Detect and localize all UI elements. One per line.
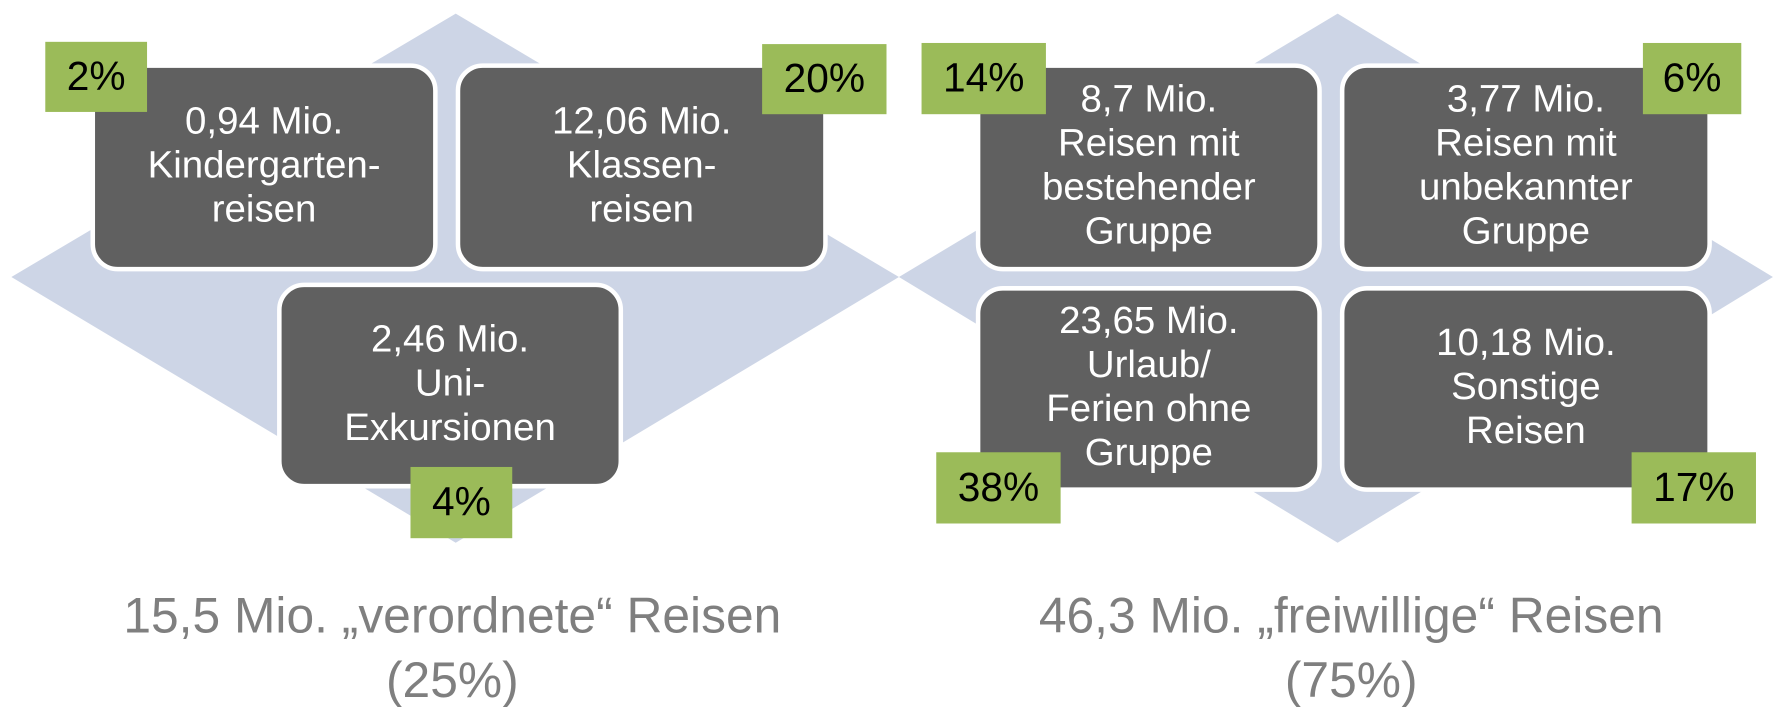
percent-badge bbox=[921, 42, 1046, 115]
box-label: Klassen- bbox=[567, 143, 717, 186]
group-box bbox=[975, 63, 1322, 272]
box-label: Uni- bbox=[415, 362, 485, 405]
box-label: bestehender bbox=[1042, 166, 1256, 209]
group-caption: 15,5 Mio. „verordnete“ Reisen bbox=[123, 588, 781, 644]
group-caption: (25%) bbox=[386, 652, 519, 707]
group-box bbox=[975, 286, 1322, 492]
group-caption: 46,3 Mio. „freiwillige“ Reisen bbox=[1039, 588, 1664, 644]
box-label: Reisen mit bbox=[1058, 121, 1240, 164]
box-label: Sonstige bbox=[1451, 365, 1601, 408]
percent-badge bbox=[45, 41, 148, 112]
percent-badge bbox=[410, 466, 513, 539]
box-label: 23,65 Mio. bbox=[1059, 299, 1238, 342]
box-label: 3,77 Mio. bbox=[1447, 77, 1605, 120]
box-label: Gruppe bbox=[1462, 210, 1590, 253]
box-label: Urlaub/ bbox=[1087, 343, 1211, 386]
percent-badge bbox=[762, 44, 887, 115]
box-label: 10,18 Mio. bbox=[1436, 321, 1615, 364]
percent-badge bbox=[1642, 42, 1742, 115]
group-box bbox=[455, 63, 828, 272]
box-label: 0,94 Mio. bbox=[185, 99, 343, 142]
group-box bbox=[1339, 286, 1712, 492]
percent-badge bbox=[1631, 452, 1756, 524]
box-label: unbekannter bbox=[1419, 166, 1633, 209]
group-box bbox=[90, 63, 438, 272]
percent-label: 4% bbox=[432, 479, 491, 525]
percent-label: 14% bbox=[943, 55, 1024, 101]
box-label: Gruppe bbox=[1085, 210, 1213, 253]
box-label: Reisen mit bbox=[1435, 121, 1617, 164]
percent-label: 2% bbox=[67, 53, 126, 99]
box-label: Exkursionen bbox=[344, 406, 556, 449]
box-label: reisen bbox=[212, 188, 317, 231]
percent-label: 6% bbox=[1663, 55, 1722, 101]
box-label: 12,06 Mio. bbox=[552, 99, 731, 142]
box-label: Kindergarten- bbox=[148, 143, 381, 186]
percent-label: 20% bbox=[784, 55, 865, 101]
box-label: Gruppe bbox=[1085, 431, 1213, 474]
percent-badge bbox=[936, 452, 1061, 524]
percent-label: 38% bbox=[958, 464, 1039, 510]
box-label: Ferien ohne bbox=[1046, 387, 1251, 430]
group-box bbox=[1339, 63, 1712, 272]
percent-label: 17% bbox=[1653, 464, 1734, 510]
box-label: 8,7 Mio. bbox=[1080, 77, 1217, 120]
box-label: Reisen bbox=[1466, 409, 1586, 452]
box-label: 2,46 Mio. bbox=[371, 318, 529, 361]
group-caption: (75%) bbox=[1285, 652, 1418, 707]
box-label: reisen bbox=[589, 188, 694, 231]
